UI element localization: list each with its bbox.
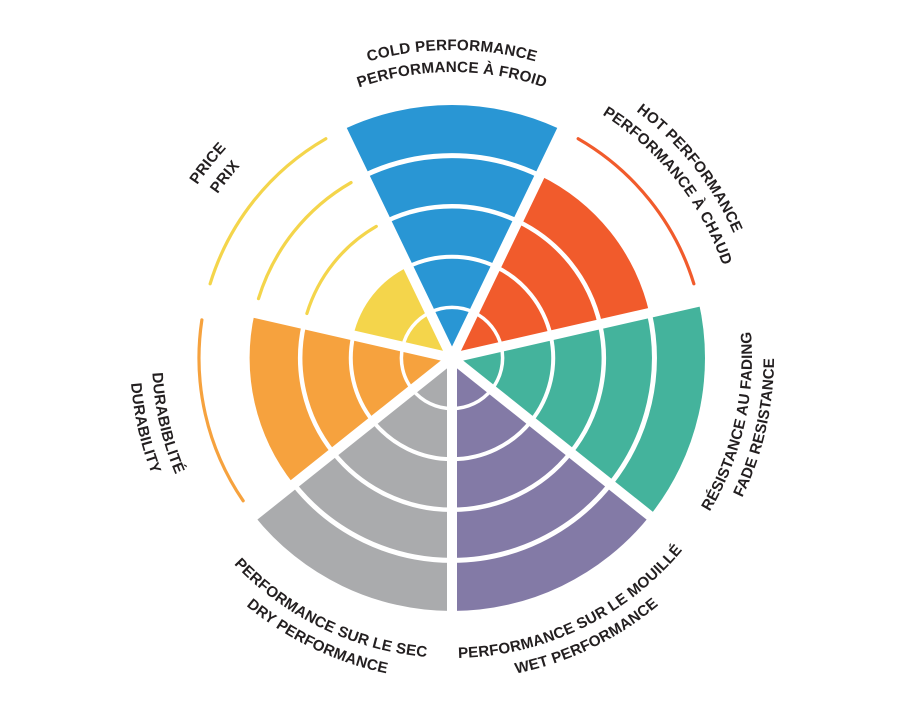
ring-separator-cold-performance-3 <box>385 203 519 224</box>
sector-wedge-price <box>353 266 452 358</box>
sector-gap-line-0 <box>447 123 569 361</box>
sector-gap-lines-layer <box>199 123 705 616</box>
ring-separator-durability-2 <box>348 335 375 423</box>
sector-gap-line-2 <box>448 354 657 523</box>
ring-separator-fade-resistance-3 <box>568 323 606 455</box>
ring-guide-arc-price-5 <box>208 137 328 286</box>
sector-label-en-hot-performance: HOT PERFORMANCE <box>634 101 746 235</box>
ring-separator-dry-performance-4 <box>291 482 453 563</box>
ring-separator-dry-performance-3 <box>331 451 453 513</box>
ring-separator-hot-performance-2 <box>495 265 553 336</box>
ring-separator-cold-performance-2 <box>407 254 497 269</box>
sector-wedge-hot-performance <box>452 175 650 358</box>
ring-separator-wet-performance-2 <box>451 419 533 462</box>
ring-separator-fade-resistance-4 <box>608 312 657 486</box>
sector-wedge-wet-performance <box>452 358 650 611</box>
ring-separator-wet-performance-4 <box>451 482 613 563</box>
ring-separator-dry-performance-2 <box>371 419 453 462</box>
ring-guide-arc-price-3 <box>305 224 378 316</box>
sector-wedge-dry-performance <box>254 358 452 611</box>
ring-guide-arc-durability-5 <box>197 318 245 503</box>
sector-gap-line-6 <box>335 123 457 361</box>
ring-separator-cold-performance-4 <box>363 153 541 178</box>
sector-wedge-fade-resistance <box>452 301 706 516</box>
colored-guide-arcs-layer <box>197 137 696 503</box>
ring-separator-hot-performance-3 <box>516 219 603 325</box>
sector-gap-line-5 <box>199 295 454 363</box>
ring-separator-wet-performance-3 <box>451 451 573 513</box>
ring-separator-fade-resistance-2 <box>529 335 556 423</box>
ring-separator-durability-3 <box>298 323 336 455</box>
ring-guide-arc-hot-performance-5 <box>576 137 696 286</box>
wedges-layer <box>249 104 706 611</box>
sector-label-fr-cold-performance: PERFORMANCE À FROID <box>355 59 549 91</box>
ring-guide-arc-price-4 <box>256 180 353 301</box>
sector-gap-line-4 <box>247 354 456 523</box>
sector-gap-line-1 <box>450 295 705 363</box>
sector-wedge-cold-performance <box>342 104 562 358</box>
